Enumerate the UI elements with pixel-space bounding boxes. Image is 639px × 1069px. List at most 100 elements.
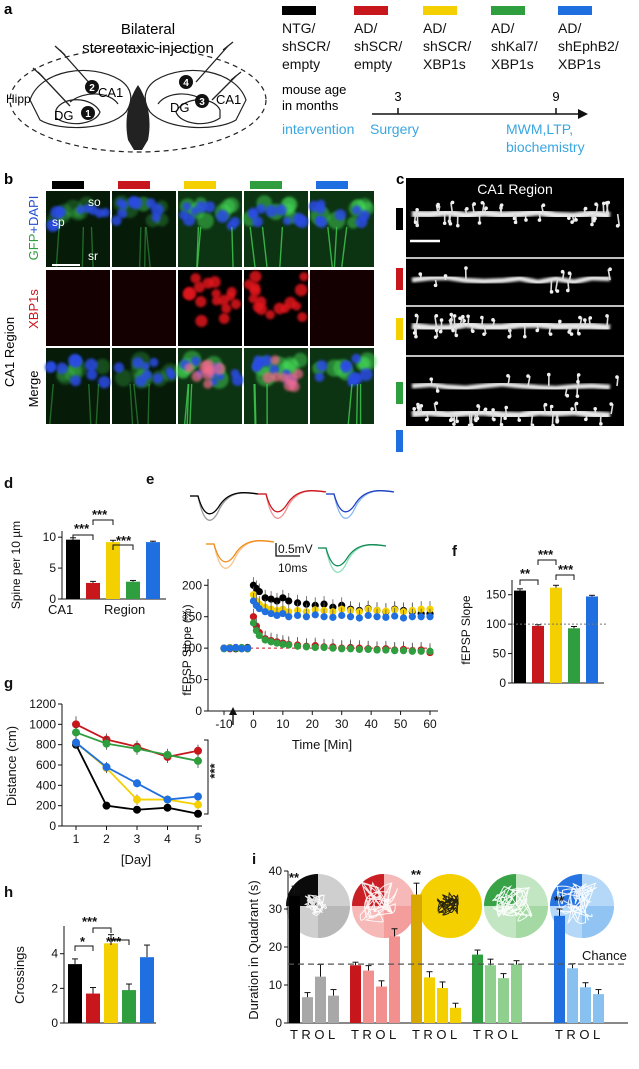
xbp1s-row-label: XBP1s	[26, 289, 41, 329]
merge-nucleus	[213, 362, 226, 375]
panel-i-quadrant-labels-2: T R O L	[412, 1027, 457, 1042]
spine-head	[412, 331, 417, 335]
panel-g-point-4-2	[133, 779, 141, 788]
legend-line2-3: shKal7/	[491, 38, 538, 54]
panel-e-point-3-26	[408, 647, 416, 655]
panel-i-sig-0: **	[289, 870, 300, 885]
panel-g-point-3-4	[194, 756, 202, 765]
dapi-nucleus	[94, 208, 105, 218]
panel-e-trace-2-post	[326, 490, 395, 519]
panel-e-point-4-17	[329, 613, 337, 621]
arena-swim-path-1	[359, 881, 398, 923]
spine-head	[513, 220, 518, 225]
spine-head	[609, 402, 613, 406]
spine-head	[491, 318, 495, 322]
gfp-dendrite	[90, 226, 94, 268]
panel-e-point-3-10	[273, 639, 281, 647]
spine-head	[549, 404, 554, 409]
gfp-dendrite	[145, 226, 151, 268]
panel-e-point-4-21	[364, 611, 372, 620]
panel-h-sig-3: ***	[106, 934, 122, 949]
panel-f-ytick-label-3: 150	[486, 588, 506, 602]
dendrite-swatch-3	[396, 382, 403, 404]
spine-head	[415, 208, 419, 212]
spine-head	[416, 402, 420, 407]
injection-title-1: Bilateral	[121, 21, 175, 38]
dendritic-spine	[543, 404, 547, 415]
spine-head	[567, 216, 571, 220]
panel-h-bar-3	[122, 990, 136, 1023]
merge-nucleus	[203, 379, 213, 389]
panel-d-ytick-label-2: 10	[43, 530, 57, 544]
spine-head	[499, 203, 504, 207]
panel-f-sig-3: ***	[558, 562, 574, 577]
panel-e-point-4-22	[373, 613, 381, 621]
spine-head	[574, 401, 579, 406]
panel-d-xlabel-2: Region	[104, 602, 145, 617]
stratum-oriens-label: so	[88, 195, 101, 209]
dapi-nucleus	[230, 369, 240, 378]
xbp1s-background	[112, 270, 176, 346]
arena-quadrant-4	[582, 906, 614, 938]
panel-h-bar-1	[86, 993, 100, 1023]
spine-head	[560, 269, 565, 274]
spine-head	[604, 201, 609, 205]
dendritic-spine	[507, 375, 511, 387]
spine-head	[503, 416, 507, 421]
panel-i-ytick-label-3: 30	[269, 902, 283, 916]
xbp1s-nucleus	[202, 277, 214, 289]
dendrite-shaft-0	[411, 208, 611, 220]
spine-head	[412, 407, 417, 411]
spine-head	[555, 289, 560, 293]
spine-head	[439, 318, 444, 322]
panel-g-point-1-0	[72, 720, 80, 729]
arena-swim-path-3	[492, 884, 533, 922]
panel-g-point-4-1	[102, 763, 111, 772]
micrograph-tile-1-0	[46, 270, 110, 346]
panel-e-point-3-17	[329, 644, 337, 652]
panel-e-scale-voltage: 0.5mV	[278, 542, 313, 556]
dapi-nucleus	[216, 209, 229, 223]
gfp-dendrite	[129, 383, 134, 425]
spine-head	[593, 406, 597, 411]
dapi-nucleus	[275, 204, 287, 216]
panel-d-xlabel-1: CA1	[48, 602, 73, 617]
spine-head	[413, 220, 418, 225]
dapi-nucleus	[347, 372, 360, 384]
legend-line2-4: shEphB2/	[558, 38, 619, 54]
timeline-arrowhead	[578, 109, 588, 119]
site-4-label: 4	[183, 78, 189, 89]
panel-g-xtick-label-4: 5	[195, 832, 202, 846]
panel-i-bar-3-2	[498, 978, 509, 1023]
dapi-nucleus	[116, 198, 126, 208]
spine-head	[452, 314, 457, 318]
panel-e-point-4-18	[338, 611, 346, 620]
spine-head	[570, 407, 574, 411]
panel-i-bar-2-3	[450, 1007, 461, 1023]
panel-e-point-4-11	[279, 609, 287, 618]
panel-e-ytick-label-2: 100	[182, 641, 202, 655]
panel-c-letter: c	[396, 171, 404, 188]
spine-head	[601, 201, 606, 206]
panel-e-point-3-23	[382, 646, 390, 654]
panel-g-xtick-label-3: 4	[164, 832, 171, 846]
panel-g-point-2-2	[133, 795, 141, 804]
gfp-cell	[114, 369, 133, 387]
site-3-label: 3	[199, 97, 205, 108]
dendrite-swatch-extra	[396, 430, 403, 452]
spine-head	[434, 328, 439, 333]
dapi-nucleus	[141, 362, 150, 371]
panel-e-point-3-5	[249, 619, 258, 627]
spine-head	[506, 373, 510, 378]
spine-head	[551, 423, 555, 428]
panel-h-bracket-1	[74, 945, 94, 951]
gfp-cell	[357, 356, 372, 371]
panel-i-sig-2: **	[411, 867, 422, 882]
panel-e-point-4-0	[220, 644, 228, 652]
dendritic-spine	[527, 375, 531, 387]
panel-e-point-4-1	[226, 644, 234, 652]
xbp1s-nucleus	[221, 303, 232, 314]
readout-label-2: biochemistry	[506, 139, 585, 155]
spine-head	[546, 372, 551, 377]
